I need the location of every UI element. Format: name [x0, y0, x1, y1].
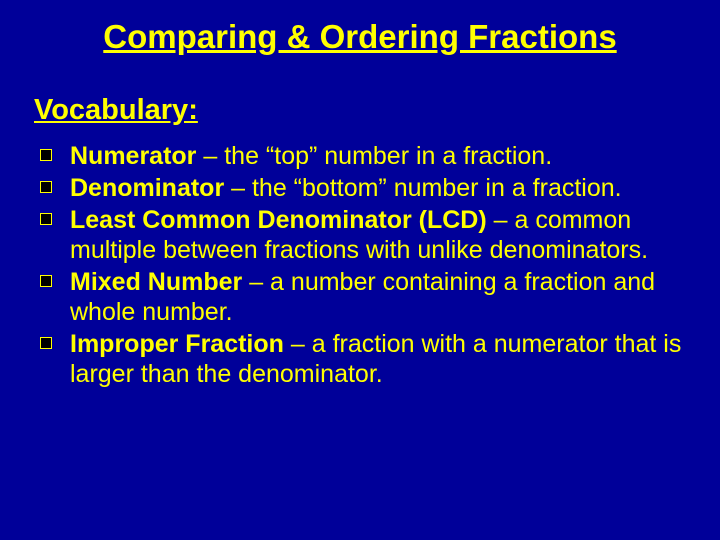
section-heading-vocabulary: Vocabulary:: [34, 94, 690, 127]
list-item: Denominator – the “bottom” number in a f…: [36, 173, 690, 203]
vocabulary-list: Numerator – the “top” number in a fracti…: [36, 141, 690, 389]
square-bullet-icon: [40, 181, 52, 193]
list-item: Least Common Denominator (LCD) – a commo…: [36, 205, 690, 265]
list-item: Mixed Number – a number containing a fra…: [36, 267, 690, 327]
list-item: Numerator – the “top” number in a fracti…: [36, 141, 690, 171]
slide-title: Comparing & Ordering Fractions: [50, 18, 670, 56]
square-bullet-icon: [40, 149, 52, 161]
square-bullet-icon: [40, 213, 52, 225]
vocab-definition: – the “top” number in a fraction.: [196, 142, 552, 170]
vocab-term: Numerator: [70, 142, 196, 170]
vocab-term: Mixed Number: [70, 268, 242, 296]
list-item: Improper Fraction – a fraction with a nu…: [36, 329, 690, 389]
vocab-definition: – the “bottom” number in a fraction.: [224, 174, 621, 202]
vocab-term: Least Common Denominator (LCD): [70, 206, 487, 234]
vocab-term: Improper Fraction: [70, 330, 284, 358]
square-bullet-icon: [40, 337, 52, 349]
vocab-term: Denominator: [70, 174, 224, 202]
square-bullet-icon: [40, 275, 52, 287]
